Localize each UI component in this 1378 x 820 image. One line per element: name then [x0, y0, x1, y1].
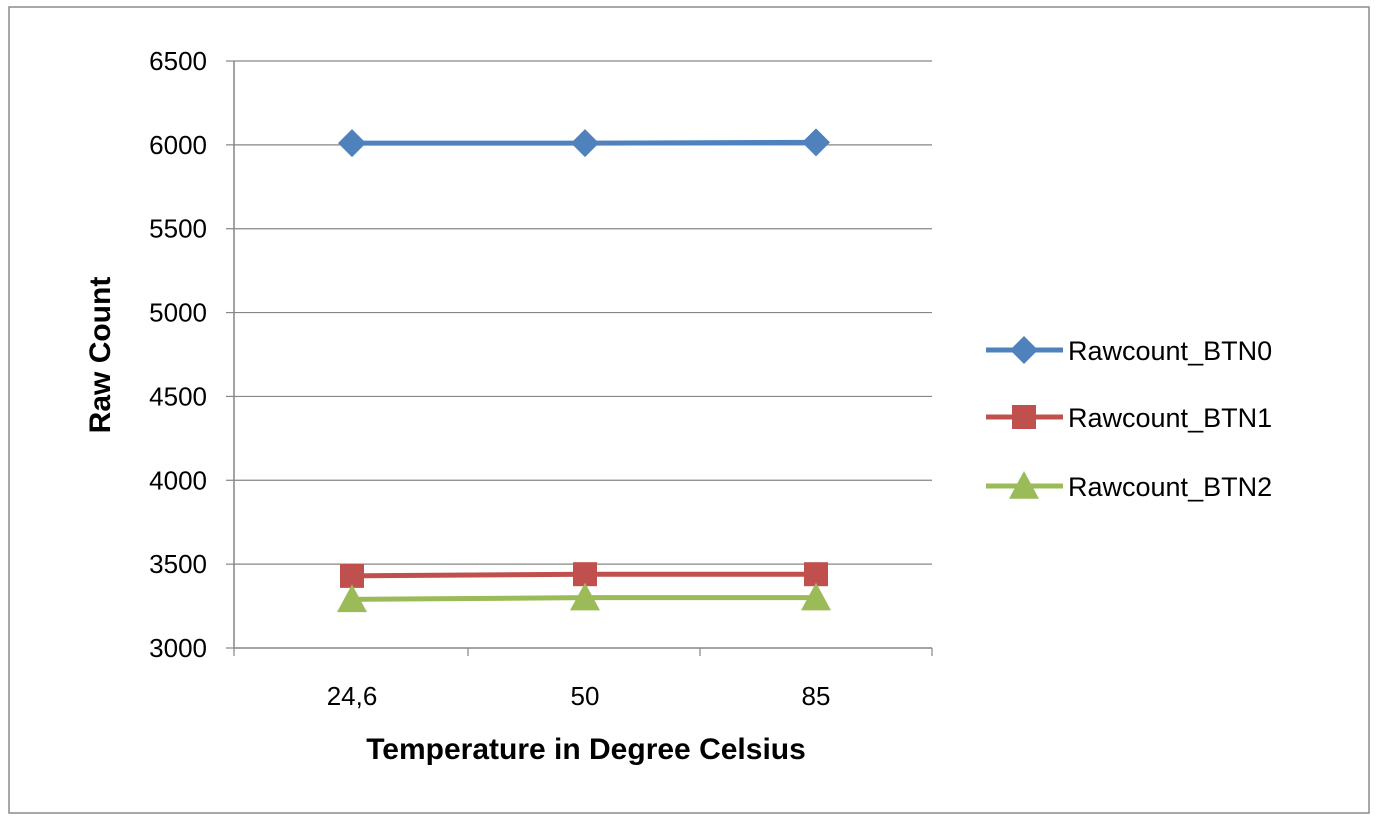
series-Rawcount_BTN0 — [338, 128, 830, 158]
y-axis-title: Raw Count — [84, 277, 117, 434]
legend-marker — [1009, 471, 1039, 499]
axes — [233, 61, 932, 649]
data-point-marker — [340, 563, 364, 588]
legend: Rawcount_BTN0 Rawcount_BTN1 Rawcount_BTN2 — [986, 336, 1272, 502]
x-tick-label: 85 — [802, 681, 831, 711]
series — [337, 128, 831, 613]
legend-label: Rawcount_BTN0 — [1068, 336, 1272, 366]
y-tick-label: 4500 — [149, 381, 207, 411]
y-tick-label: 4000 — [149, 465, 207, 495]
data-point-marker — [337, 584, 367, 613]
series-Rawcount_BTN2 — [337, 582, 831, 613]
data-point-marker — [802, 128, 830, 157]
data-point-marker — [573, 562, 597, 587]
y-tick-labels: 3000 3500 4000 4500 5000 5500 6000 6500 — [149, 46, 207, 663]
y-tick-label: 5500 — [149, 214, 207, 244]
legend-label: Rawcount_BTN2 — [1068, 472, 1272, 502]
series-Rawcount_BTN1 — [340, 562, 828, 588]
legend-marker — [1010, 336, 1038, 364]
x-axis-title: Temperature in Degree Celsius — [366, 733, 806, 766]
y-tick-label: 5000 — [149, 298, 207, 328]
data-point-marker — [338, 129, 366, 158]
y-tick-label: 3000 — [149, 633, 207, 663]
legend-item: Rawcount_BTN0 — [986, 336, 1272, 366]
y-tick-label: 6500 — [149, 46, 207, 76]
legend-item: Rawcount_BTN1 — [986, 403, 1272, 433]
y-tick-label: 6000 — [149, 130, 207, 160]
x-tick-label: 24,6 — [327, 681, 378, 711]
legend-marker — [1012, 405, 1036, 429]
legend-label: Rawcount_BTN1 — [1068, 403, 1272, 433]
data-point-marker — [570, 582, 600, 611]
x-tick-labels: 24,6 50 85 — [327, 681, 831, 711]
x-tick-label: 50 — [571, 681, 600, 711]
data-point-marker — [804, 562, 828, 587]
data-point-marker — [801, 582, 831, 611]
y-tick-label: 3500 — [149, 549, 207, 579]
legend-item: Rawcount_BTN2 — [986, 471, 1272, 502]
data-point-marker — [571, 129, 599, 158]
